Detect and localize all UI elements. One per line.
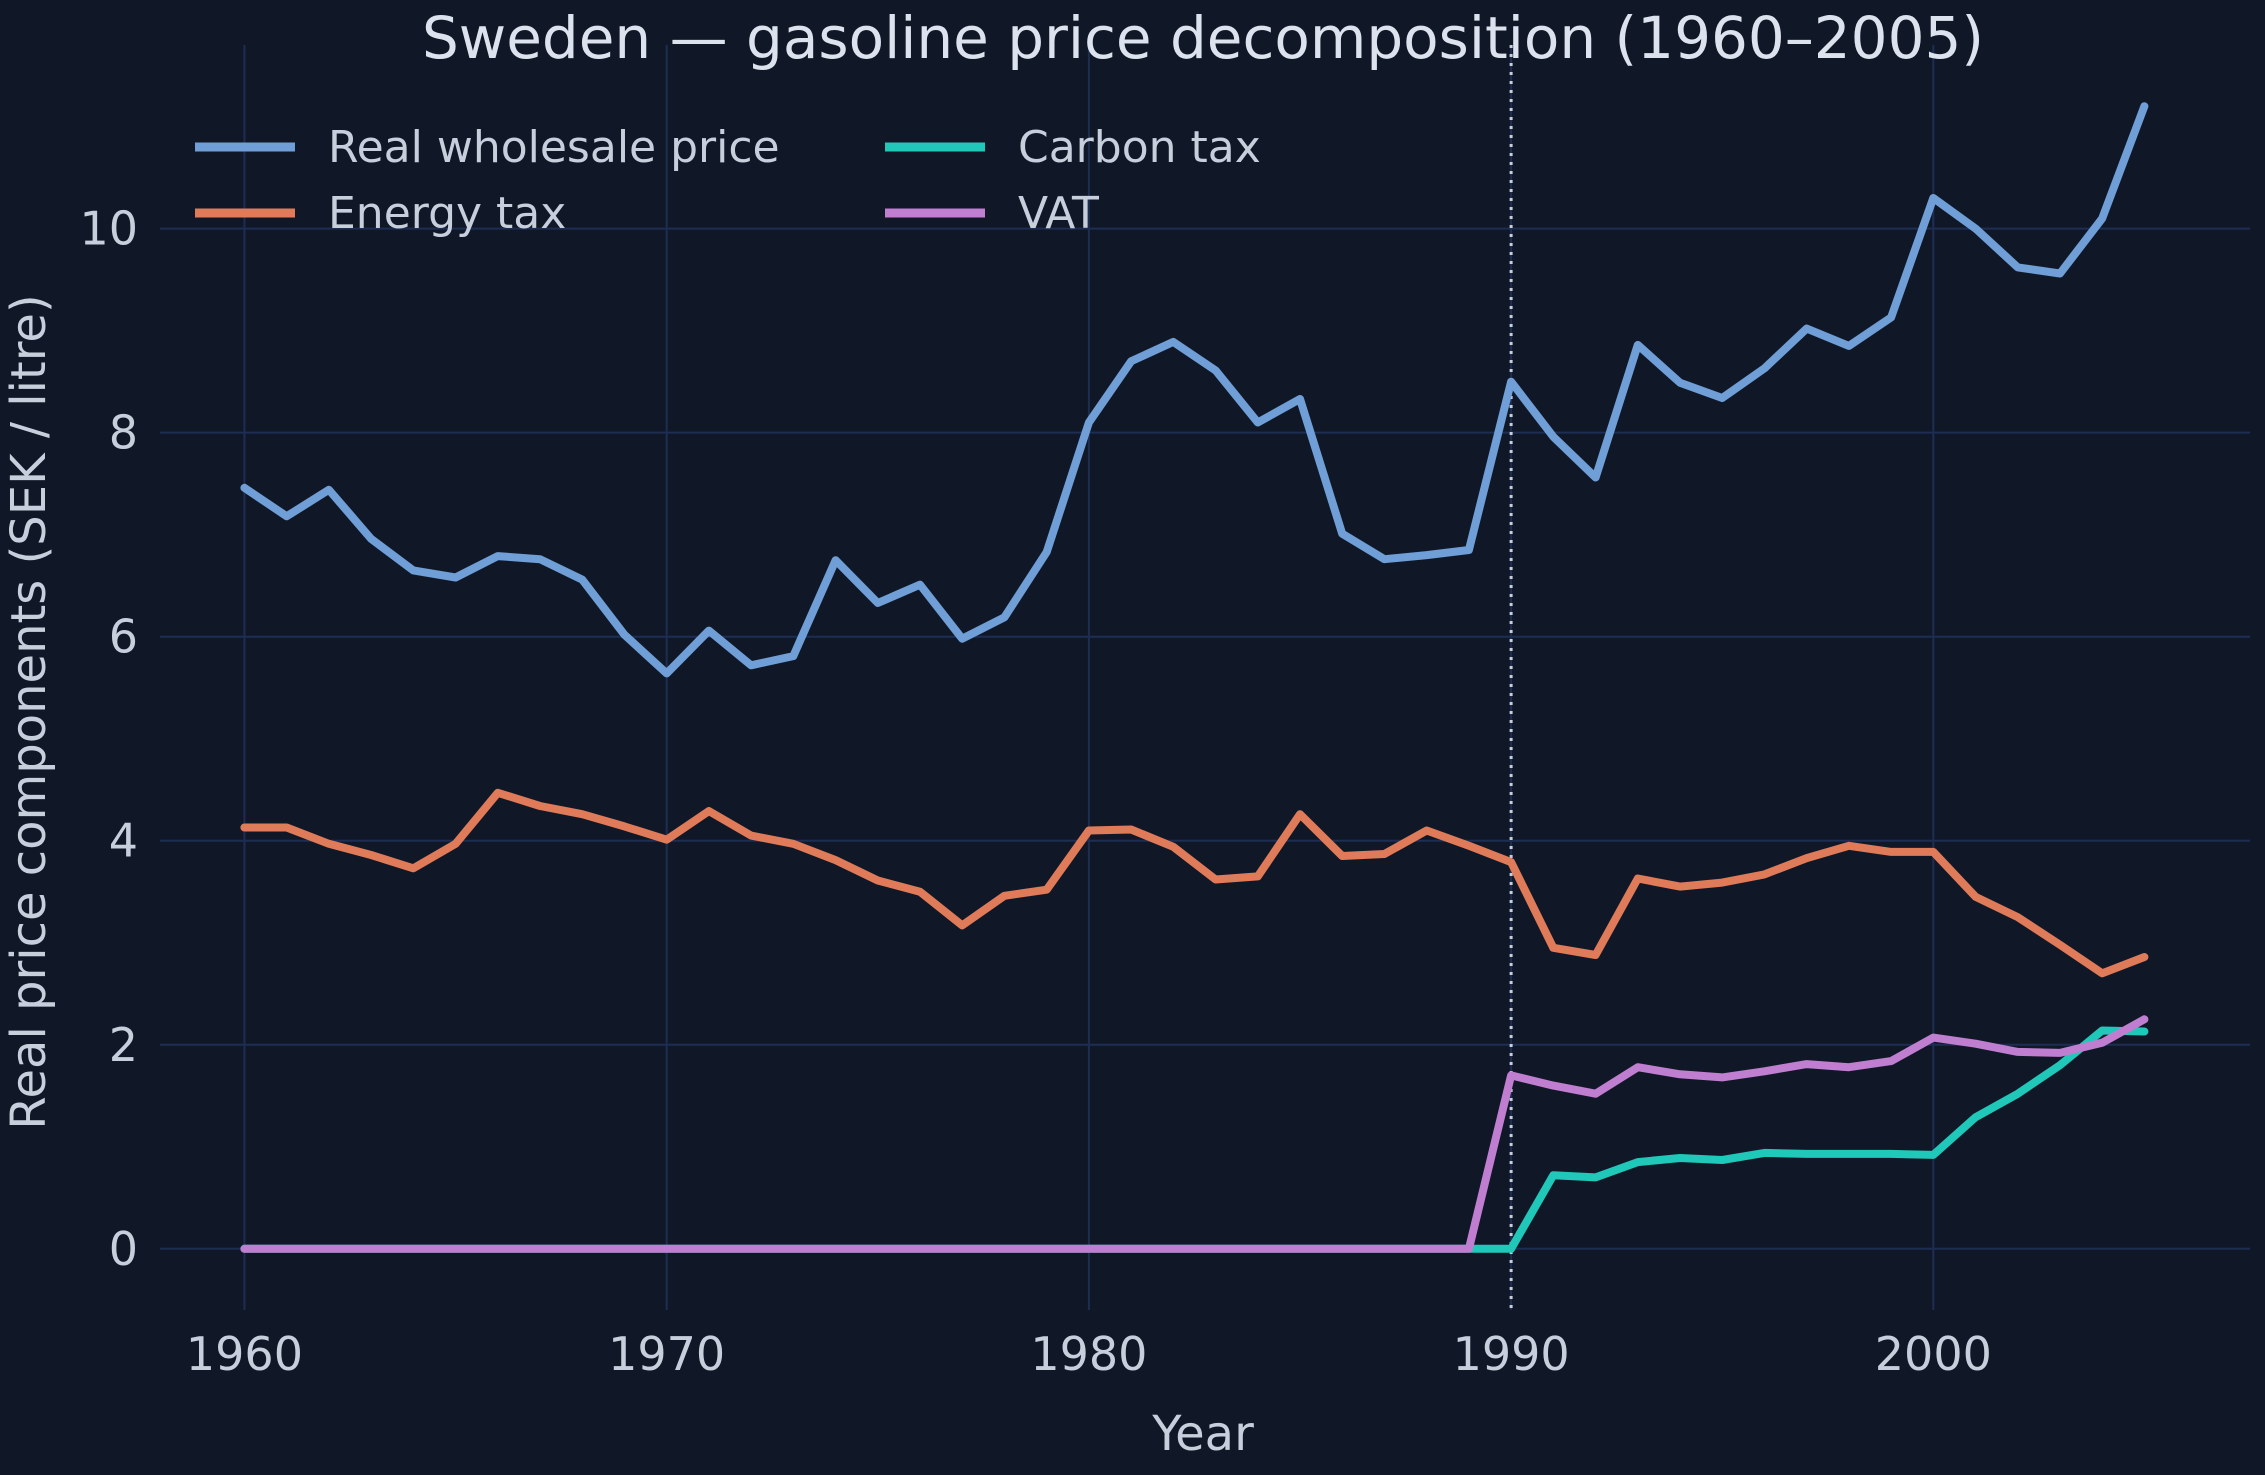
y-tick-label: 0: [109, 1222, 138, 1276]
x-axis-label: Year: [1151, 1406, 1254, 1462]
y-tick-label: 2: [109, 1018, 138, 1072]
y-tick-label: 4: [109, 814, 138, 868]
x-tick-label: 1980: [1030, 1327, 1147, 1381]
y-axis-label: Real price components (SEK / litre): [1, 294, 57, 1129]
chart-title: Sweden — gasoline price decomposition (1…: [422, 4, 1984, 72]
legend-label: VAT: [1018, 188, 1099, 239]
series-lines: [240, 102, 2149, 1253]
y-tick-label: 10: [79, 202, 138, 256]
series-line-energy-tax: [240, 788, 2149, 978]
legend-item-energy-tax: Energy tax: [195, 188, 566, 239]
legend-label: Energy tax: [328, 188, 566, 239]
x-axis-ticks: 1960 1970 1980 1990 2000: [186, 1327, 1992, 1381]
legend-label: Carbon tax: [1018, 122, 1261, 173]
x-tick-label: 1970: [608, 1327, 725, 1381]
x-tick-label: 1960: [186, 1327, 303, 1381]
legend-label: Real wholesale price: [328, 122, 780, 173]
legend: Real wholesale price Energy tax Carbon tax…: [195, 122, 1261, 239]
legend-item-real-wholesale-price: Real wholesale price: [195, 122, 780, 173]
y-axis-ticks: 0 2 4 6 8 10: [79, 202, 138, 1276]
y-tick-label: 8: [109, 406, 138, 460]
series-line-real-wholesale-price: [240, 102, 2149, 678]
x-tick-label: 2000: [1875, 1327, 1992, 1381]
y-tick-label: 6: [109, 610, 138, 664]
legend-item-carbon-tax: Carbon tax: [885, 122, 1261, 173]
x-tick-label: 1990: [1453, 1327, 1570, 1381]
series-line-vat: [240, 1015, 2149, 1253]
grid: [160, 45, 2250, 1310]
legend-item-vat: VAT: [885, 188, 1099, 239]
